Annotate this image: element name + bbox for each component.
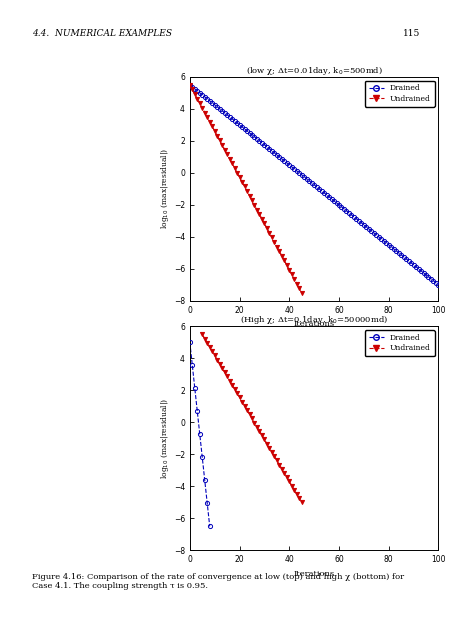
Text: 4.4.  NUMERICAL EXAMPLES: 4.4. NUMERICAL EXAMPLES bbox=[32, 29, 171, 38]
Y-axis label: log$_{10}$ (max|residual|): log$_{10}$ (max|residual|) bbox=[159, 148, 170, 230]
X-axis label: Iterations: Iterations bbox=[293, 320, 334, 328]
Text: Figure 4.16: Comparison of the rate of convergence at low (top) and high χ (bott: Figure 4.16: Comparison of the rate of c… bbox=[32, 573, 403, 590]
Y-axis label: log$_{10}$ (max|residual|): log$_{10}$ (max|residual|) bbox=[159, 397, 170, 479]
Title: (High χ; Δt=0.1day, k$_0$=50000md): (High χ; Δt=0.1day, k$_0$=50000md) bbox=[239, 314, 387, 326]
Title: (low χ; Δt=0.01day, k$_0$=500md): (low χ; Δt=0.01day, k$_0$=500md) bbox=[245, 65, 382, 77]
X-axis label: Iterations: Iterations bbox=[293, 570, 334, 578]
Legend: Drained, Undrained: Drained, Undrained bbox=[364, 330, 434, 356]
Text: 115: 115 bbox=[402, 29, 419, 38]
Legend: Drained, Undrained: Drained, Undrained bbox=[364, 81, 434, 106]
